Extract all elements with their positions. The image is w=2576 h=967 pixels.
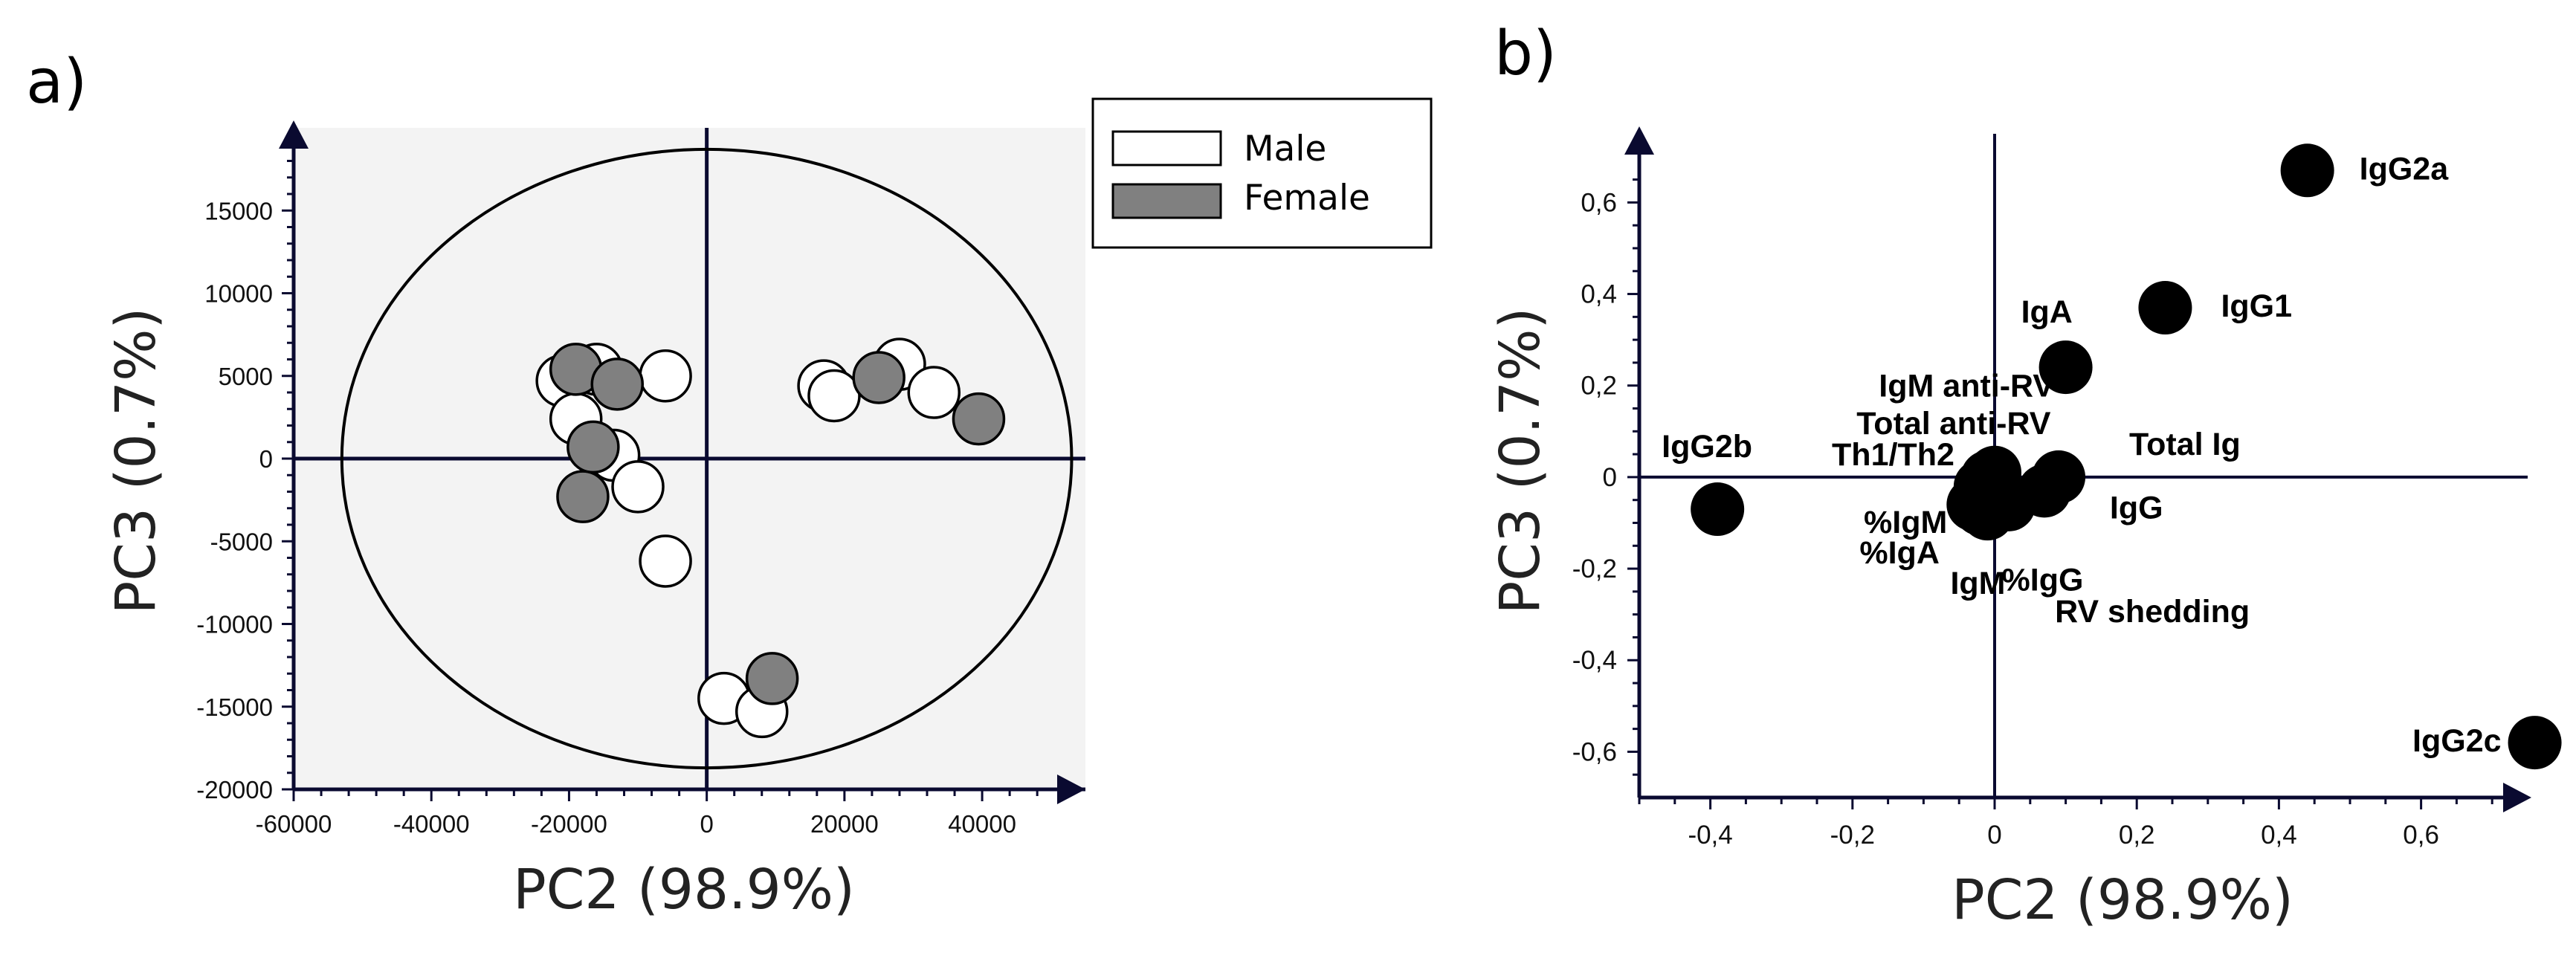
panel-b-y-tick-label: -0,2	[1572, 554, 1617, 583]
variable-label-th1-th2: Th1/Th2	[1832, 437, 1954, 473]
panel-b-y-axis-title: PC3 (0.7%)	[1488, 308, 1552, 615]
panel-a-points	[535, 337, 1006, 739]
panel-a-y-tick-label: 15000	[204, 197, 273, 224]
panel-a-y-tick-label: -20000	[196, 776, 273, 803]
variable-label--igg: %IgG	[2002, 563, 2084, 598]
variable-label-igg2c: IgG2c	[2412, 723, 2502, 759]
variable-label-igg1: IgG1	[2221, 288, 2292, 324]
panel-b-y-tick-label: -0,4	[1572, 646, 1617, 675]
panel-a-y-tick-label: -10000	[196, 611, 273, 638]
legend: Male Female	[1091, 97, 1433, 249]
panel-b-x-axis-arrow	[2503, 783, 2531, 812]
panel-a-x-tick-label: -20000	[531, 810, 607, 838]
panel-a-label: a)	[26, 47, 87, 117]
panel-a-x-tick-label: -40000	[393, 810, 470, 838]
variable-label-total-ig: Total Ig	[2129, 427, 2241, 462]
panel-b-y-tick-label: 0,4	[1581, 280, 1617, 309]
panel-a-y-tick-label: 5000	[219, 363, 273, 390]
panel-a: a) -20000 -15000 -10000 -5000 0 5000 10000 1500…	[26, 47, 1433, 922]
panel-b-y-ticks: -0,6 -0,4 -0,2 0 0,2 0,4 0,6	[1572, 178, 1639, 776]
panel-a-y-tick-label: -5000	[210, 528, 273, 555]
panel-b-y-tick-label: 0,6	[1581, 188, 1617, 217]
variable-label-igg2a: IgG2a	[2360, 151, 2450, 187]
loading-point-iga	[2038, 340, 2093, 395]
female-point	[952, 392, 1006, 446]
variable-label-igm: IgM	[1950, 566, 2005, 601]
panel-a-y-ticks: -20000 -15000 -10000 -5000 0 5000 10000 15000	[196, 143, 294, 803]
panel-b-x-tick-label: 0,6	[2403, 821, 2439, 850]
panel-a-x-axis-arrow	[1057, 774, 1085, 804]
panel-b-x-axis-title: PC2 (98.9%)	[1952, 868, 2293, 932]
male-point	[611, 460, 665, 514]
panel-b-x-tick-label: 0,2	[2119, 821, 2155, 850]
loading-point-igg1	[2138, 281, 2192, 335]
panel-a-x-tick-label: 0	[700, 810, 713, 838]
panel-a-x-tick-label: 40000	[948, 810, 1016, 838]
variable-label-rv-shedding: RV shedding	[2055, 594, 2250, 630]
variable-label--igm: %IgM	[1864, 505, 1947, 540]
panel-a-x-tick-label: 20000	[810, 810, 879, 838]
panel-b-y-tick-label: 0	[1603, 463, 1617, 492]
panel-b-y-tick-label: -0,6	[1572, 737, 1617, 766]
male-point	[807, 369, 861, 423]
female-point	[745, 652, 799, 705]
variable-label-igm-anti-rv: IgM anti-RV	[1879, 369, 2054, 404]
female-point	[590, 358, 645, 411]
panel-b-x-tick-label: -0,2	[1830, 821, 1875, 850]
male-point	[639, 349, 692, 403]
female-point	[556, 470, 610, 523]
loading-point-rv-shedding	[1982, 477, 2036, 531]
male-point	[639, 534, 692, 588]
variable-label-total-anti-rv: Total anti-RV	[1856, 406, 2051, 442]
variable-label-igg2b: IgG2b	[1662, 429, 1752, 465]
variable-label-iga: IgA	[2021, 294, 2073, 330]
confidence-ellipse	[340, 147, 1074, 770]
legend-label-male: Male	[1244, 129, 1326, 169]
panel-b-y-tick-label: 0,2	[1581, 372, 1617, 401]
panel-a-x-ticks: -60000 -40000 -20000 0 20000 40000	[256, 789, 1066, 838]
variable-label-igg: IgG	[2110, 490, 2163, 525]
panel-b-x-tick-label: -0,4	[1688, 821, 1732, 850]
panel-a-x-axis-title: PC2 (98.9%)	[513, 858, 855, 922]
panel-a-y-tick-label: 0	[259, 445, 273, 473]
legend-swatch-female	[1111, 183, 1222, 219]
female-point	[566, 420, 620, 474]
panel-a-y-tick-label: 10000	[204, 280, 273, 308]
panel-b-axes	[1624, 126, 2531, 812]
male-point	[907, 366, 961, 419]
loading-point-igg2b	[1691, 482, 1745, 537]
panel-a-y-axis-title: PC3 (0.7%)	[104, 308, 168, 615]
legend-label-female: Female	[1244, 178, 1370, 219]
panel-b-x-tick-label: 0,4	[2261, 821, 2297, 850]
female-point	[852, 351, 906, 404]
panel-a-y-axis-arrow	[279, 120, 309, 149]
panel-b: b) -0,6 -0,4 -0,2 0 0,2 0,4 0,6 -0,4 -0,2 0 0,2 0,…	[1488, 19, 2562, 932]
panel-a-x-tick-label: -60000	[256, 810, 332, 838]
panel-b-zero-lines	[1639, 134, 2528, 798]
panel-b-variable-labels: IgG2a IgG1 IgA IgG2b IgG2c Total Ig IgG IgM ant…	[1662, 151, 2501, 759]
panel-b-x-ticks: -0,4 -0,2 0 0,2 0,4 0,6	[1638, 798, 2493, 850]
loading-point-igg2c	[2508, 716, 2562, 770]
legend-box	[1091, 97, 1433, 249]
legend-swatch-male	[1111, 130, 1222, 166]
panel-b-label: b)	[1494, 19, 1557, 89]
panel-a-y-tick-label: -15000	[196, 693, 273, 721]
variable-label--iga: %IgA	[1859, 535, 1940, 571]
loading-point-igg2a	[2280, 143, 2334, 198]
panel-b-points	[1691, 143, 2562, 770]
panel-b-x-tick-label: 0	[1987, 821, 2001, 850]
panel-b-y-axis-arrow	[1624, 126, 1654, 155]
